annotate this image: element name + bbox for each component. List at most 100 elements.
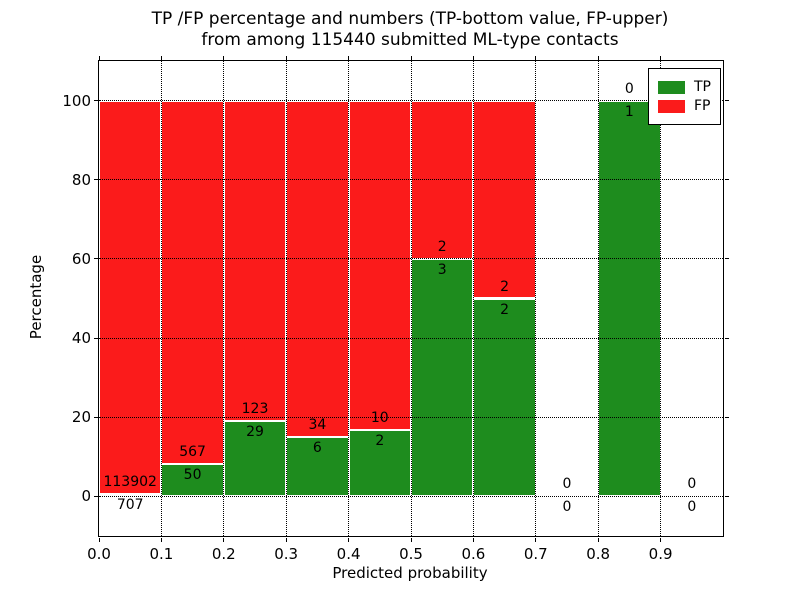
x-tick-label: 0.6 bbox=[461, 545, 486, 563]
y-tick-mark-right bbox=[725, 258, 729, 260]
x-tick-mark bbox=[348, 538, 350, 542]
x-tick-mark-top bbox=[348, 56, 350, 60]
fp-count-label: 113902 bbox=[103, 473, 157, 490]
y-tick-label: 20 bbox=[71, 408, 91, 427]
fp-count-label: 34 bbox=[308, 417, 327, 434]
x-tick-mark bbox=[410, 538, 412, 542]
tp-count-label: 0 bbox=[687, 499, 697, 516]
fp-bar bbox=[161, 100, 224, 465]
y-tick-label: 100 bbox=[62, 91, 91, 110]
tp-legend-swatch bbox=[658, 80, 685, 94]
x-tick-label: 0.4 bbox=[336, 545, 361, 563]
y-tick-label: 60 bbox=[71, 249, 91, 268]
tp-bar bbox=[99, 493, 162, 497]
y-tick-mark bbox=[94, 100, 98, 102]
chart-title-line2: from among 115440 submitted ML-type cont… bbox=[201, 30, 619, 50]
fp-bar bbox=[286, 100, 349, 438]
x-tick-label: 0.2 bbox=[211, 545, 236, 563]
x-tick-label: 0.8 bbox=[586, 545, 611, 563]
fp-count-label: 567 bbox=[179, 444, 206, 461]
y-tick-mark-right bbox=[725, 495, 729, 497]
y-tick-label: 40 bbox=[71, 329, 91, 348]
x-tick-mark bbox=[285, 538, 287, 542]
x-tick-mark-top bbox=[285, 56, 287, 60]
fp-count-label: 2 bbox=[437, 238, 447, 255]
tp-bar bbox=[161, 464, 224, 497]
x-tick-mark-top bbox=[160, 56, 162, 60]
tp-count-label: 6 bbox=[312, 440, 322, 457]
legend: TP FP bbox=[648, 68, 721, 125]
tp-bar bbox=[598, 100, 661, 497]
x-tick-label: 0.1 bbox=[149, 545, 174, 563]
tp-bar bbox=[411, 258, 474, 497]
x-tick-mark bbox=[597, 538, 599, 542]
tp-count-label: 2 bbox=[500, 301, 510, 318]
x-axis-label: Predicted probability bbox=[332, 564, 488, 582]
fp-legend-swatch bbox=[658, 99, 685, 113]
x-tick-label: 0.5 bbox=[399, 545, 423, 563]
fp-bar bbox=[473, 100, 536, 299]
y-tick-mark-right bbox=[725, 100, 729, 102]
x-tick-mark-top bbox=[410, 56, 412, 60]
tp-count-label: 2 bbox=[375, 433, 385, 450]
gridline-vertical bbox=[160, 61, 162, 536]
x-tick-mark-top bbox=[597, 56, 599, 60]
gridline-vertical bbox=[410, 61, 412, 536]
tp-count-label: 1 bbox=[624, 103, 634, 120]
tp-count-label: 707 bbox=[116, 496, 144, 513]
tp-count-label: 29 bbox=[246, 423, 264, 440]
x-tick-label: 0.0 bbox=[87, 545, 111, 563]
x-tick-mark bbox=[535, 538, 537, 542]
fp-count-label: 0 bbox=[562, 476, 572, 493]
tp-count-label: 0 bbox=[562, 499, 572, 516]
y-tick-mark bbox=[94, 337, 98, 339]
gridline-vertical bbox=[348, 61, 350, 536]
y-tick-mark-right bbox=[725, 337, 729, 339]
x-tick-mark-top bbox=[98, 56, 100, 60]
fp-count-label: 2 bbox=[500, 278, 510, 295]
gridline-vertical bbox=[660, 61, 662, 536]
tp-count-label: 3 bbox=[437, 261, 447, 278]
x-tick-mark-top bbox=[535, 56, 537, 60]
gridline-vertical bbox=[535, 61, 537, 536]
gridline-vertical bbox=[285, 61, 287, 536]
y-tick-label: 0 bbox=[81, 487, 91, 506]
x-tick-label: 0.9 bbox=[648, 545, 673, 563]
fp-bar bbox=[348, 100, 411, 431]
x-tick-mark bbox=[223, 538, 225, 542]
legend-item-tp: TP bbox=[658, 79, 711, 95]
gridline-vertical bbox=[223, 61, 225, 536]
tp-bar bbox=[286, 437, 349, 497]
y-tick-mark bbox=[94, 258, 98, 260]
chart-title-line1: TP /FP percentage and numbers (TP-bottom… bbox=[151, 9, 669, 29]
y-tick-label: 80 bbox=[71, 170, 91, 189]
x-tick-mark-top bbox=[223, 56, 225, 60]
tp-bar bbox=[223, 420, 287, 497]
fp-count-label: 10 bbox=[370, 410, 389, 427]
x-tick-mark-top bbox=[660, 56, 662, 60]
fp-bar bbox=[223, 100, 287, 421]
gridline-vertical bbox=[597, 61, 599, 536]
x-tick-mark bbox=[472, 538, 474, 542]
x-tick-label: 0.7 bbox=[523, 545, 548, 563]
y-tick-mark bbox=[94, 179, 98, 181]
fp-count-label: 0 bbox=[624, 80, 634, 97]
x-tick-label: 0.3 bbox=[274, 545, 299, 563]
y-tick-mark-right bbox=[725, 179, 729, 181]
x-tick-mark bbox=[98, 538, 100, 542]
fp-count-label: 0 bbox=[687, 476, 697, 493]
x-tick-mark-top bbox=[472, 56, 474, 60]
y-tick-mark-right bbox=[725, 416, 729, 418]
tp-count-label: 50 bbox=[183, 467, 202, 484]
y-tick-mark bbox=[94, 416, 98, 418]
x-tick-mark bbox=[160, 538, 162, 542]
tp-bar bbox=[473, 298, 536, 497]
plot-area: TP FP 0 20 40 60 80 100 0.0 0.1 0.2 0.3 0.4 0.5 0.6 0… bbox=[62, 56, 729, 563]
y-axis-label: Percentage bbox=[27, 254, 45, 340]
gridline-vertical bbox=[472, 61, 474, 536]
tp-legend-label: TP bbox=[694, 79, 711, 95]
x-tick-mark bbox=[660, 538, 662, 542]
y-tick-mark bbox=[94, 495, 98, 497]
fp-count-label: 123 bbox=[241, 400, 269, 417]
